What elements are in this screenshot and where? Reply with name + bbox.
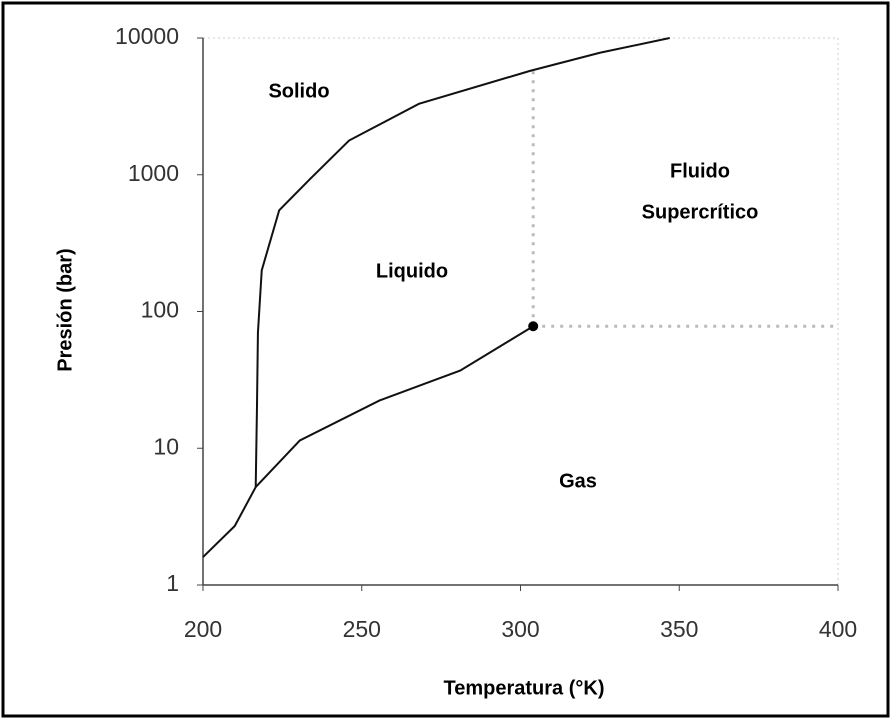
phase-curve <box>202 486 257 558</box>
y-tick-label: 1000 <box>128 160 179 186</box>
x-tick-label: 300 <box>501 616 539 642</box>
x-tick-label: 250 <box>343 616 381 642</box>
region-label: Supercrítico <box>642 201 759 223</box>
y-tick-label: 10000 <box>115 23 179 49</box>
x-tick-label: 400 <box>819 616 857 642</box>
critical-point <box>528 321 539 332</box>
region-label: Solido <box>268 80 329 102</box>
region-label: Fluido <box>670 160 730 182</box>
y-tick-label: 10 <box>153 433 179 459</box>
phase-curve <box>254 325 534 488</box>
x-tick-label: 200 <box>184 616 222 642</box>
x-axis-label: Temperatura (°K) <box>444 677 605 699</box>
region-label: Gas <box>559 470 597 492</box>
phase-curve <box>254 37 670 488</box>
region-label: Liquido <box>376 260 448 282</box>
x-tick-label: 350 <box>660 616 698 642</box>
y-axis-label: Presión (bar) <box>54 248 76 371</box>
y-tick-label: 1 <box>166 570 179 596</box>
y-tick-label: 100 <box>141 297 179 323</box>
